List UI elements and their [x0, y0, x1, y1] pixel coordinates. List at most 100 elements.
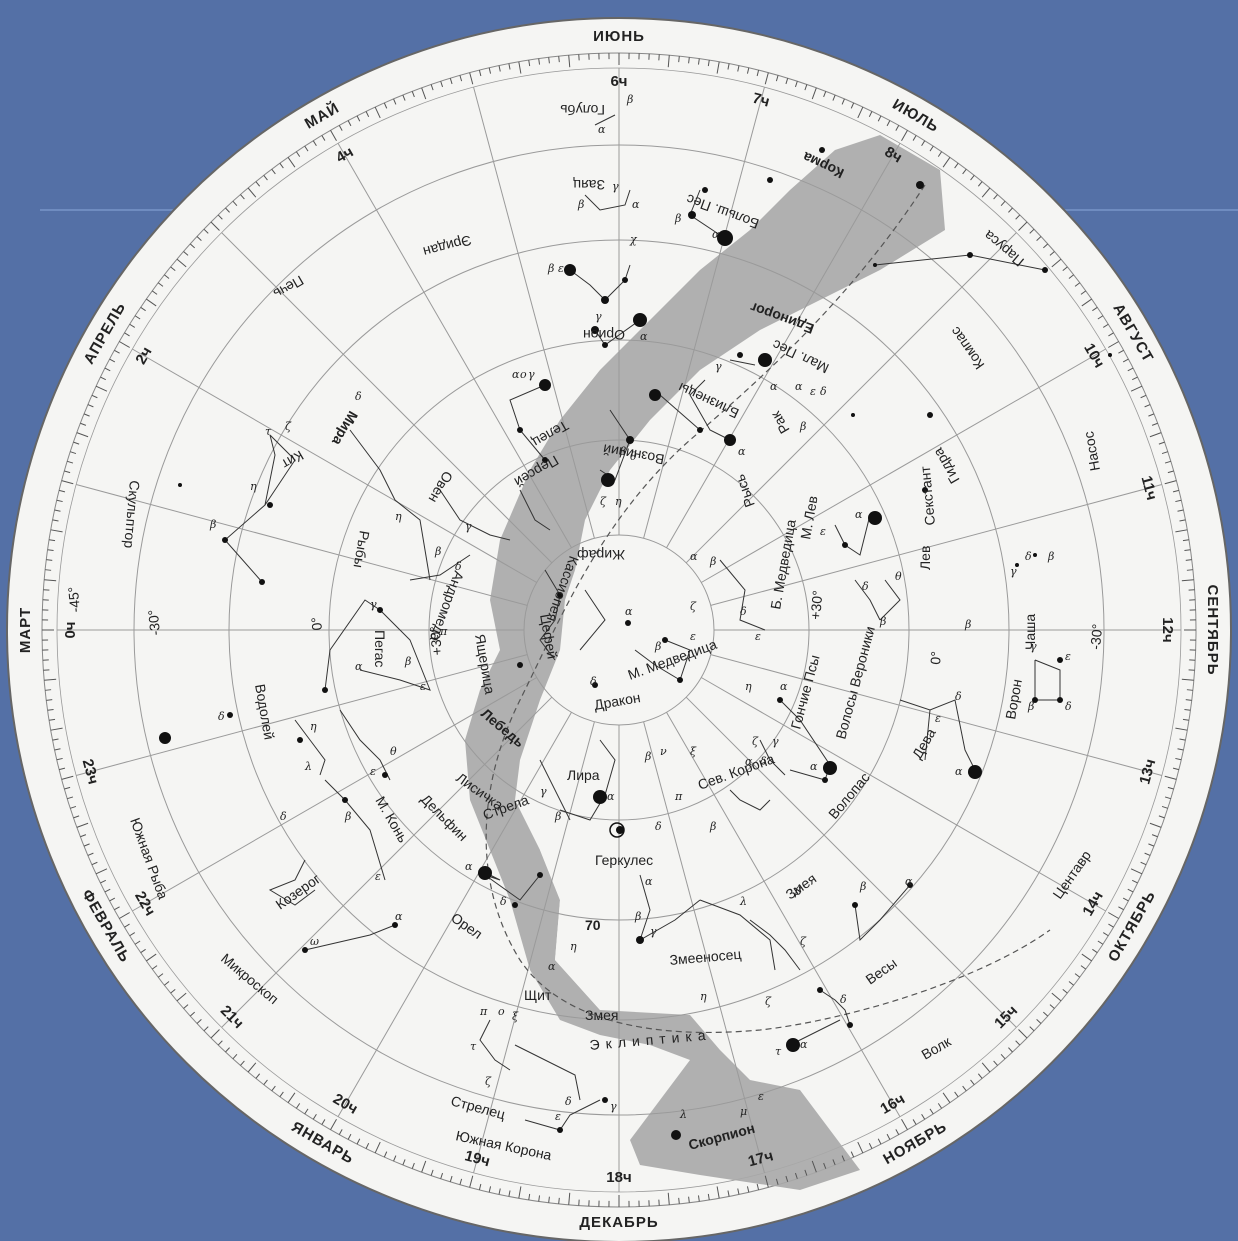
ring-tick: [365, 111, 370, 118]
ring-tick: [459, 75, 463, 82]
svg-text:α: α: [738, 445, 746, 458]
ring-tick: [1080, 965, 1087, 970]
ring-tick: [508, 63, 511, 70]
svg-text:π: π: [674, 790, 683, 803]
hour-line: [132, 677, 537, 912]
svg-text:δ: δ: [500, 895, 507, 908]
ring-tick: [1018, 1029, 1028, 1039]
ring-tick: [912, 1119, 917, 1125]
decl-label-right-outer: -30°: [1087, 623, 1105, 650]
ring-tick: [716, 1186, 720, 1199]
svg-text:α: α: [770, 380, 778, 393]
svg-text:β: β: [859, 880, 866, 893]
svg-text:τ: τ: [265, 425, 272, 438]
svg-text:η: η: [615, 495, 622, 508]
ring-tick: [146, 953, 157, 962]
ring-tick: [746, 67, 750, 74]
ring-tick: [727, 63, 730, 70]
ring-tick: [421, 87, 427, 100]
ring-tick: [921, 140, 926, 147]
ring-tick: [114, 349, 120, 354]
ring-tick: [1036, 236, 1042, 241]
ring-tick: [785, 78, 789, 85]
hour-label: 6ч: [610, 73, 627, 90]
ring-tick: [1164, 775, 1177, 780]
ring-tick: [488, 67, 492, 74]
ring-tick: [44, 678, 57, 681]
ring-tick: [1074, 973, 1081, 978]
svg-text:γ: γ: [650, 925, 657, 938]
svg-text:β: β: [209, 518, 216, 531]
svg-text:β: β: [1047, 550, 1054, 563]
ring-tick: [170, 266, 176, 272]
ring-tick: [183, 1004, 189, 1009]
ring-tick: [1184, 708, 1191, 711]
ring-tick: [857, 1141, 864, 1154]
ring-tick: [87, 404, 94, 408]
svg-text:ξ: ξ: [690, 745, 697, 758]
ring-tick: [811, 87, 817, 100]
svg-text:τ: τ: [470, 1040, 477, 1053]
ring-tick: [321, 135, 326, 141]
ring-tick: [287, 1092, 296, 1103]
svg-text:ε: ε: [558, 262, 564, 275]
ring-tick: [1092, 948, 1098, 954]
ring-tick: [129, 323, 136, 328]
ring-tick: [1122, 358, 1129, 363]
ring-tick: [347, 120, 352, 127]
ring-tick: [697, 58, 700, 65]
ring-tick: [1140, 394, 1147, 399]
svg-text:δ: δ: [955, 690, 962, 703]
svg-text:θ: θ: [895, 570, 902, 583]
svg-text:α: α: [645, 875, 653, 888]
svg-text:ν: ν: [660, 745, 667, 758]
ring-tick: [383, 1151, 388, 1158]
ring-tick: [977, 1073, 983, 1079]
ring-tick: [1130, 385, 1143, 392]
ring-tick: [823, 1162, 827, 1169]
svg-text:η: η: [700, 990, 707, 1003]
hour-line: [701, 348, 1106, 583]
ring-tick: [469, 72, 474, 85]
ring-tick: [46, 559, 53, 561]
svg-text:δ: δ: [355, 390, 362, 403]
ring-tick: [95, 385, 108, 392]
ring-tick: [1015, 214, 1021, 220]
ring-tick: [1179, 738, 1186, 741]
ring-tick: [498, 1188, 501, 1195]
ring-tick: [240, 194, 245, 200]
ring-tick: [478, 1183, 482, 1190]
ring-tick: [45, 689, 52, 691]
ring-tick: [109, 897, 116, 902]
hour-line: [643, 87, 765, 539]
label-chasha: Чаша: [1022, 614, 1038, 650]
ring-tick: [124, 332, 130, 337]
galactic-center-marker: [609, 822, 625, 838]
svg-text:η: η: [250, 480, 257, 493]
ring-tick: [140, 306, 146, 312]
decl-label-right-middle: 0°: [927, 651, 944, 666]
hour-line: [221, 696, 553, 1028]
ring-tick: [45, 569, 52, 571]
svg-text:δ: δ: [840, 993, 847, 1006]
decl-label-left-inner: +30°: [426, 625, 444, 656]
ring-tick: [83, 843, 90, 847]
ring-tick: [954, 1091, 959, 1098]
ring-tick: [263, 1079, 268, 1085]
ring-tick: [46, 699, 53, 701]
svg-text:π: π: [439, 625, 448, 638]
ring-tick: [421, 1160, 427, 1173]
ring-tick: [176, 992, 187, 1002]
ring-tick: [746, 1186, 750, 1193]
hour-line: [132, 348, 537, 583]
ring-tick: [1062, 988, 1068, 994]
ring-tick: [114, 906, 120, 911]
ring-tick: [164, 274, 170, 279]
ring-tick: [151, 290, 158, 295]
svg-text:α: α: [905, 875, 913, 888]
ring-tick: [737, 65, 740, 72]
hour-line: [685, 696, 1017, 1028]
ring-tick: [321, 1119, 326, 1125]
svg-text:γ: γ: [1010, 565, 1017, 578]
ring-tick: [1182, 718, 1189, 721]
